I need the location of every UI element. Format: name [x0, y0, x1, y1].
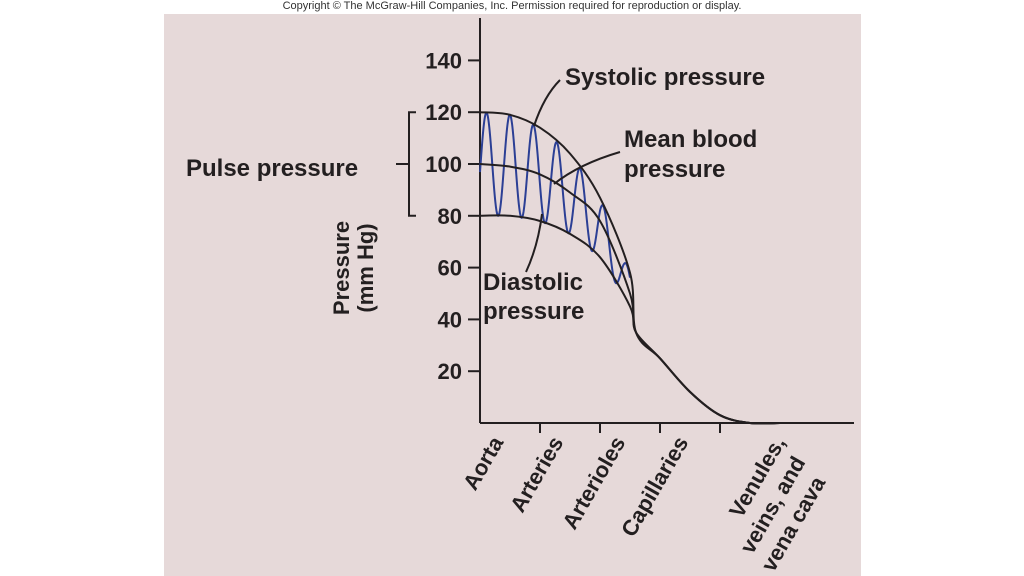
systolic-pressure-label: Systolic pressure — [565, 64, 765, 91]
y-tick-label-40: 40 — [438, 307, 462, 332]
pressure-oscillation-layer — [479, 111, 631, 285]
annotation-pointers-layer — [396, 79, 621, 273]
y-tick-label-20: 20 — [438, 359, 462, 384]
y-axis-title-line2: (mm Hg) — [353, 223, 378, 312]
y-tick-label-80: 80 — [438, 204, 462, 229]
panel-background — [164, 14, 861, 576]
y-tick-label-100: 100 — [425, 152, 462, 177]
y-tick-labels: 20 40 60 80 100 120 140 — [425, 48, 462, 384]
diastolic-curve — [479, 214, 781, 425]
curves-layer — [479, 111, 781, 425]
blood-pressure-chart: 20 40 60 80 100 120 140 Pressure (mm Hg) Pulse… — [164, 14, 861, 576]
axes-layer — [468, 18, 854, 433]
diastolic-pressure-label-line1: Diastolic — [483, 269, 583, 296]
figure-panel: 20 40 60 80 100 120 140 Pressure (mm Hg) Pulse… — [164, 14, 861, 576]
mean-pressure-label-line1: Mean blood — [624, 126, 757, 153]
y-tick-label-120: 120 — [425, 100, 462, 125]
systolic-pointer — [533, 79, 561, 127]
diastolic-pointer — [525, 213, 543, 273]
mean-pointer — [553, 151, 621, 185]
mean-pressure-label-line2: pressure — [624, 156, 725, 183]
y-axis-title-line1: Pressure — [329, 221, 354, 315]
copyright-notice: Copyright © The McGraw-Hill Companies, I… — [282, 0, 742, 12]
pulse-oscillation-wave — [479, 111, 631, 285]
pulse-pressure-label: Pulse pressure — [186, 155, 358, 182]
y-tick-label-140: 140 — [425, 48, 462, 73]
diastolic-pressure-label-line2: pressure — [483, 298, 584, 325]
y-tick-label-60: 60 — [438, 256, 462, 281]
